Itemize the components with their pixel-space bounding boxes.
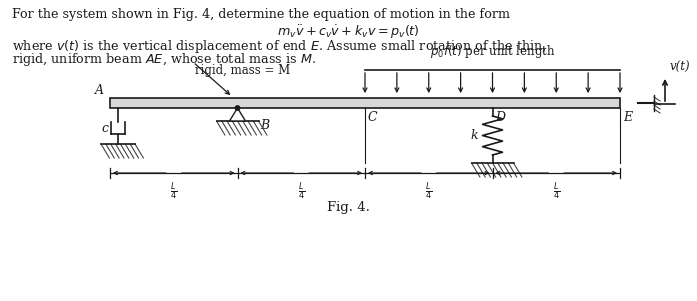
- Text: $\frac{L}{4}$: $\frac{L}{4}$: [553, 180, 560, 202]
- Text: For the system shown in Fig. 4, determine the equation of motion in the form: For the system shown in Fig. 4, determin…: [12, 8, 510, 21]
- Text: k: k: [471, 129, 479, 142]
- Text: E: E: [623, 111, 632, 124]
- Text: $\frac{L}{4}$: $\frac{L}{4}$: [170, 180, 177, 202]
- Text: c: c: [101, 122, 108, 135]
- Bar: [110, 98, 620, 108]
- Text: $\frac{L}{4}$: $\frac{L}{4}$: [298, 180, 305, 202]
- Text: rigid, mass = M: rigid, mass = M: [195, 64, 290, 77]
- Text: $m_v\ddot{v} + c_v\dot{v} + k_v v = p_v(t)$: $m_v\ddot{v} + c_v\dot{v} + k_v v = p_v(…: [277, 23, 420, 41]
- Text: v(t): v(t): [670, 61, 691, 74]
- Text: C: C: [368, 111, 378, 124]
- Text: $p_0 f(t)$ per unit length: $p_0 f(t)$ per unit length: [429, 43, 556, 60]
- Text: D: D: [496, 111, 505, 124]
- Text: where $v(t)$ is the vertical displacement of end $E$. Assume small rotation of t: where $v(t)$ is the vertical displacemen…: [12, 38, 546, 55]
- Circle shape: [236, 106, 240, 110]
- Polygon shape: [229, 108, 245, 121]
- Text: rigid, uniform beam $AE$, whose total mass is $M$.: rigid, uniform beam $AE$, whose total ma…: [12, 51, 316, 68]
- Text: A: A: [95, 84, 104, 97]
- Text: B: B: [261, 119, 270, 132]
- Text: Fig. 4.: Fig. 4.: [327, 201, 369, 214]
- Text: $\frac{L}{4}$: $\frac{L}{4}$: [425, 180, 432, 202]
